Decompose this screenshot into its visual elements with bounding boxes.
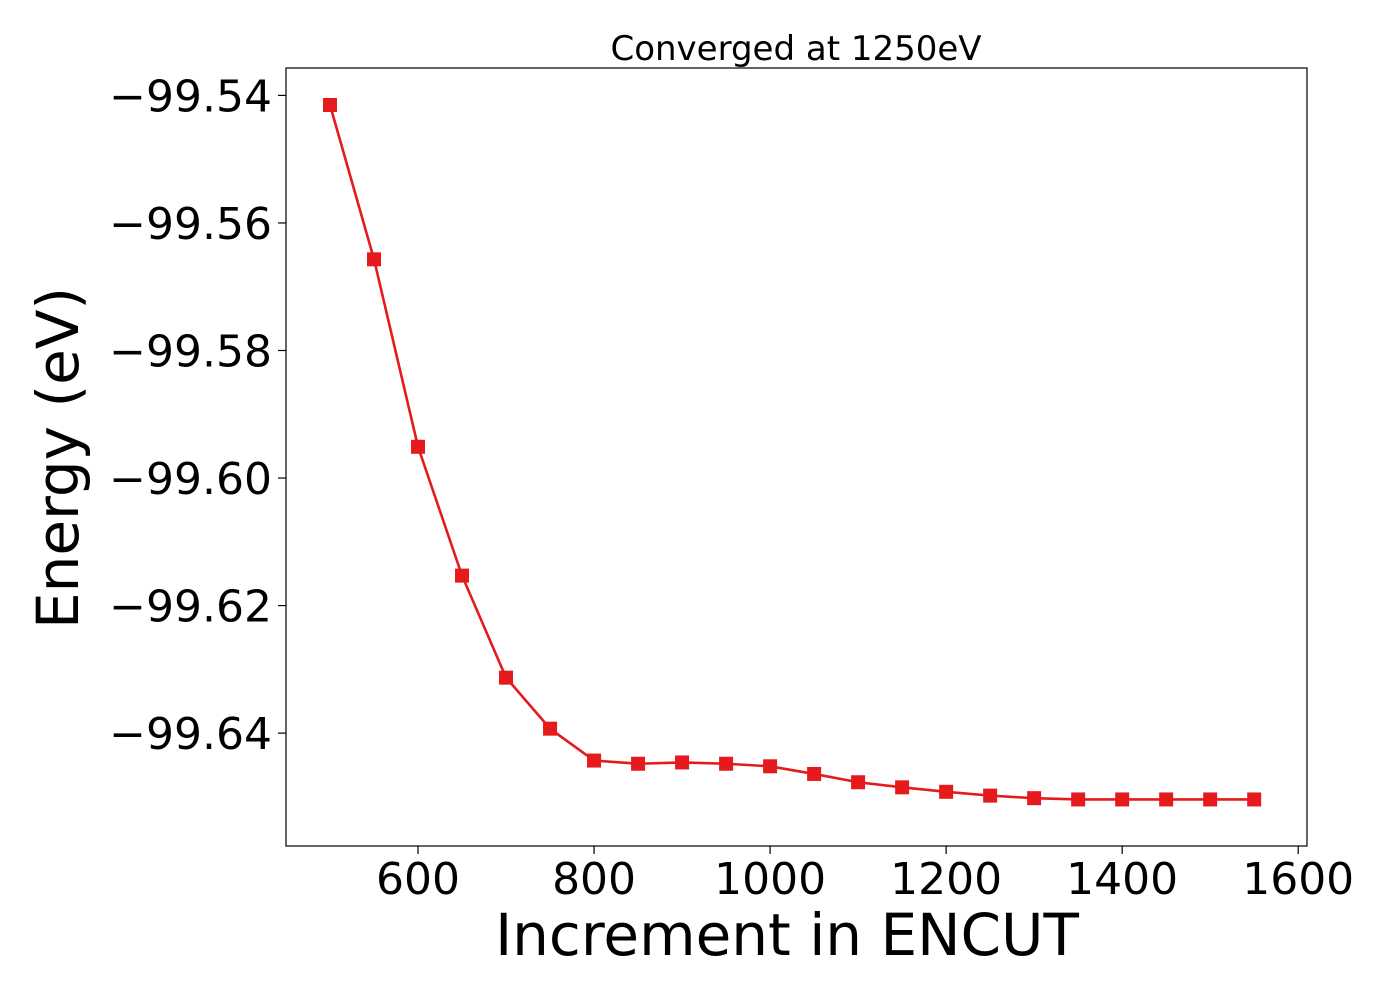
data-point-marker [807,766,822,781]
axes: 600 800 1000 1200 1400 1600 −99.54 −99.56 −99.58… [109,67,1354,905]
series-line [328,104,1255,801]
axes-frame [285,67,1308,847]
x-tick-label: 1400 [1066,854,1178,905]
data-point-marker [763,759,778,774]
plot-area [323,97,1262,807]
data-point-marker [543,721,558,736]
x-tick-label: 600 [376,854,460,905]
data-point-marker [587,753,602,768]
data-point-marker [1159,792,1174,807]
x-tick-label: 800 [552,854,636,905]
data-point-marker [631,756,646,771]
data-point-marker [1203,792,1218,807]
data-point-marker [1247,792,1262,807]
y-axis-label: Energy (eV) [24,287,92,629]
data-point-marker [895,780,910,795]
y-tick-label: −99.54 [109,71,272,122]
data-point-marker [851,775,866,790]
data-point-marker [455,568,470,583]
data-point-marker [719,756,734,771]
y-tick-label: −99.62 [109,582,272,633]
data-point-marker [411,439,426,454]
y-tick-label: −99.56 [109,199,272,250]
data-point-marker [1115,792,1130,807]
data-point-marker [367,252,382,267]
x-tick-label: 1000 [714,854,826,905]
data-point-marker [499,670,514,685]
y-tick-label: −99.64 [109,709,272,760]
data-point-marker [1071,792,1086,807]
y-tick-label: −99.58 [109,327,272,378]
data-point-marker [323,97,338,112]
chart-title: Converged at 1250eV [610,29,981,69]
x-axis-label: Increment in ENCUT [495,901,1079,969]
data-point-marker [1027,791,1042,806]
x-tick-label: 1200 [890,854,1002,905]
y-tick-label: −99.60 [109,454,272,505]
data-point-marker [675,755,690,770]
x-tick-label: 1600 [1242,854,1354,905]
data-point-marker [939,784,954,799]
data-point-marker [983,788,998,803]
